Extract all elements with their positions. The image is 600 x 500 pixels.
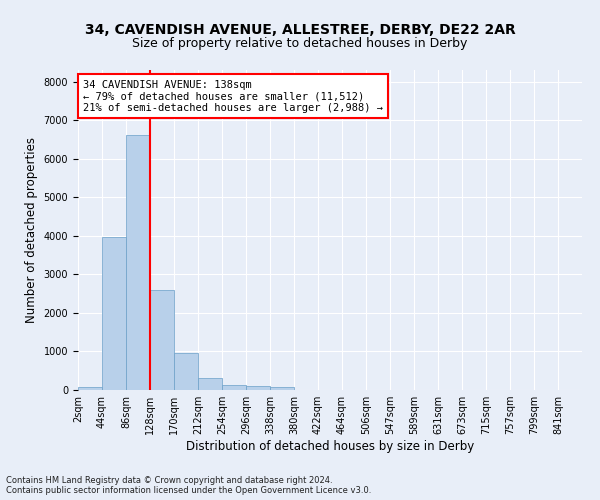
Bar [270, 386, 294, 390]
Text: 34 CAVENDISH AVENUE: 138sqm
← 79% of detached houses are smaller (11,512)
21% of: 34 CAVENDISH AVENUE: 138sqm ← 79% of det… [83, 80, 383, 113]
Bar [102, 236, 126, 390]
Bar [78, 387, 102, 390]
Bar [150, 290, 174, 390]
Bar [126, 135, 150, 390]
Text: Size of property relative to detached houses in Derby: Size of property relative to detached ho… [133, 38, 467, 51]
Y-axis label: Number of detached properties: Number of detached properties [25, 137, 38, 323]
Bar [222, 386, 246, 390]
Bar [246, 386, 270, 390]
X-axis label: Distribution of detached houses by size in Derby: Distribution of detached houses by size … [186, 440, 474, 453]
Text: 34, CAVENDISH AVENUE, ALLESTREE, DERBY, DE22 2AR: 34, CAVENDISH AVENUE, ALLESTREE, DERBY, … [85, 22, 515, 36]
Bar [198, 378, 222, 390]
Text: Contains HM Land Registry data © Crown copyright and database right 2024.
Contai: Contains HM Land Registry data © Crown c… [6, 476, 371, 495]
Bar [174, 354, 198, 390]
